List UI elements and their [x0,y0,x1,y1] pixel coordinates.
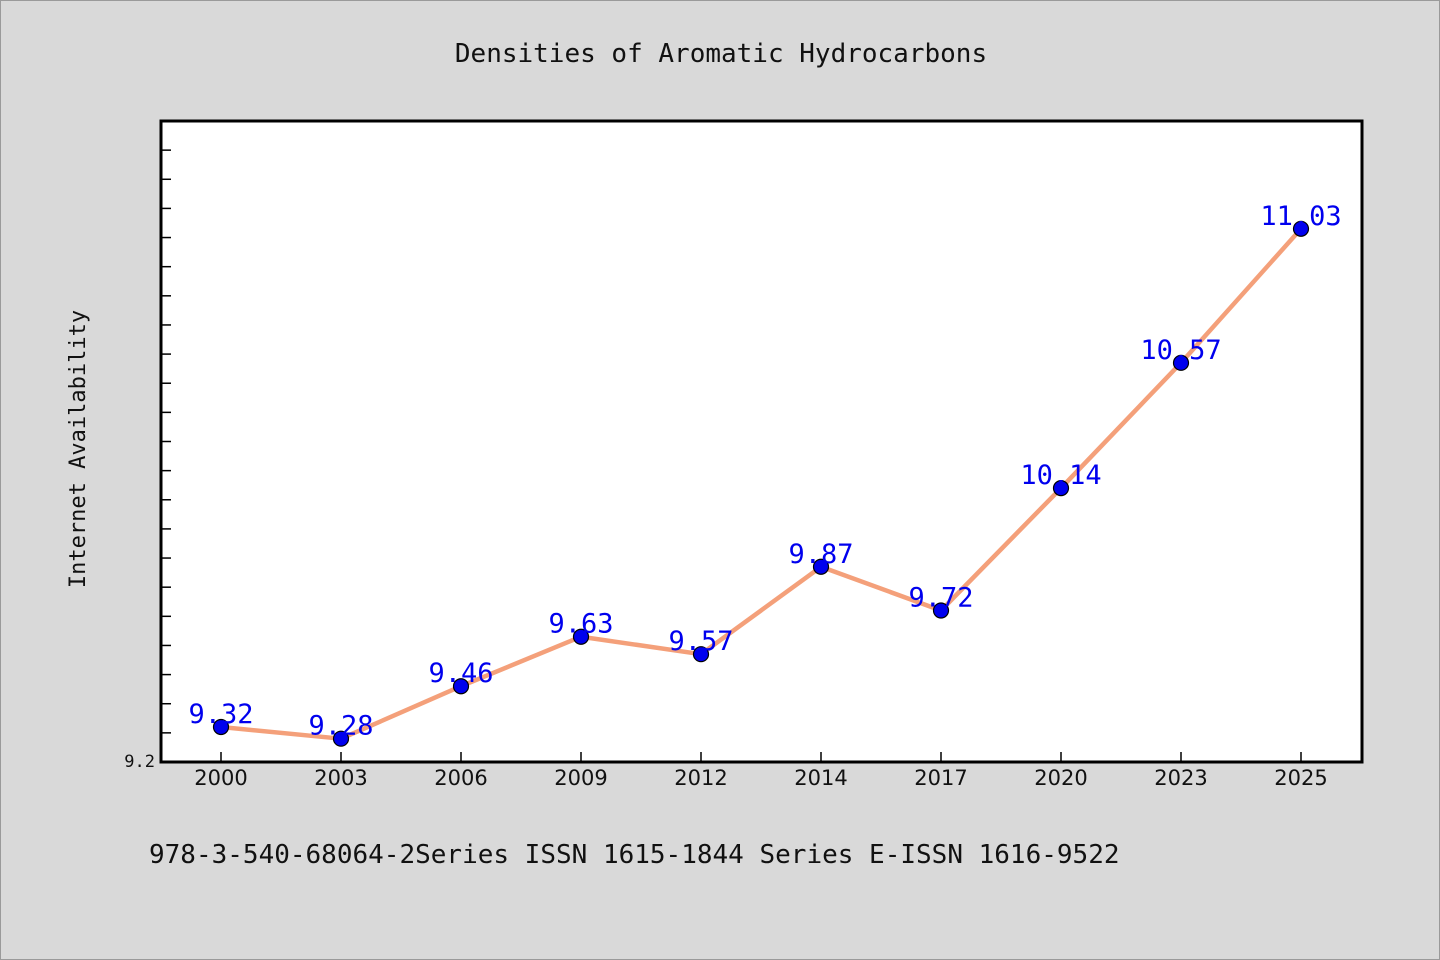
data-label: 10.14 [1020,460,1101,491]
x-tick-label: 2000 [194,766,247,790]
x-tick-label: 2014 [794,766,847,790]
data-point [572,628,590,645]
data-point [812,558,830,575]
x-tick-label: 2012 [674,766,727,790]
x-tick-label: 2017 [914,766,967,790]
chart-title: Densities of Aromatic Hydrocarbons [455,39,987,69]
footer-isbn-text: 978-3-540-68064-2Series ISSN 1615-1844 S… [149,840,1120,870]
y-axis-label: Internet Availability [66,310,91,588]
data-point [932,602,950,619]
data-point [1052,480,1070,497]
data-label: 9.32 [188,699,253,730]
data-point [1292,220,1310,237]
series-line [218,226,1304,741]
data-label: 9.63 [548,609,613,640]
data-point [452,678,470,695]
data-label: 9.57 [668,626,733,657]
data-point [1172,354,1190,371]
y-tick-label: 9.2 [124,752,155,772]
x-tick-label: 2023 [1154,766,1207,790]
series-group: 9.32 9.28 9.46 9.63 9.57 9.87 9.72 10.14 10.57 11… [188,201,1342,747]
data-label: 9.87 [788,539,853,570]
data-point [212,718,230,736]
x-tick-label: 2003 [314,766,367,790]
plot-area [159,119,1364,764]
data-label: 9.46 [428,658,493,689]
x-tick-label: 2020 [1034,766,1087,790]
x-tick-label: 2025 [1274,766,1327,790]
data-label: 11.03 [1260,201,1341,232]
data-point [692,646,710,663]
x-tick-label: 2006 [434,766,487,790]
x-axis-ticks: 2000 2003 2006 2009 2012 2014 2017 2020 2023 2025 [194,752,1328,790]
data-label: 9.28 [308,711,373,742]
y-axis-ticks: 9.2 [124,149,171,772]
data-label: 9.72 [908,582,973,613]
data-point [332,730,350,747]
data-label: 10.57 [1140,335,1221,366]
x-tick-label: 2009 [554,766,607,790]
